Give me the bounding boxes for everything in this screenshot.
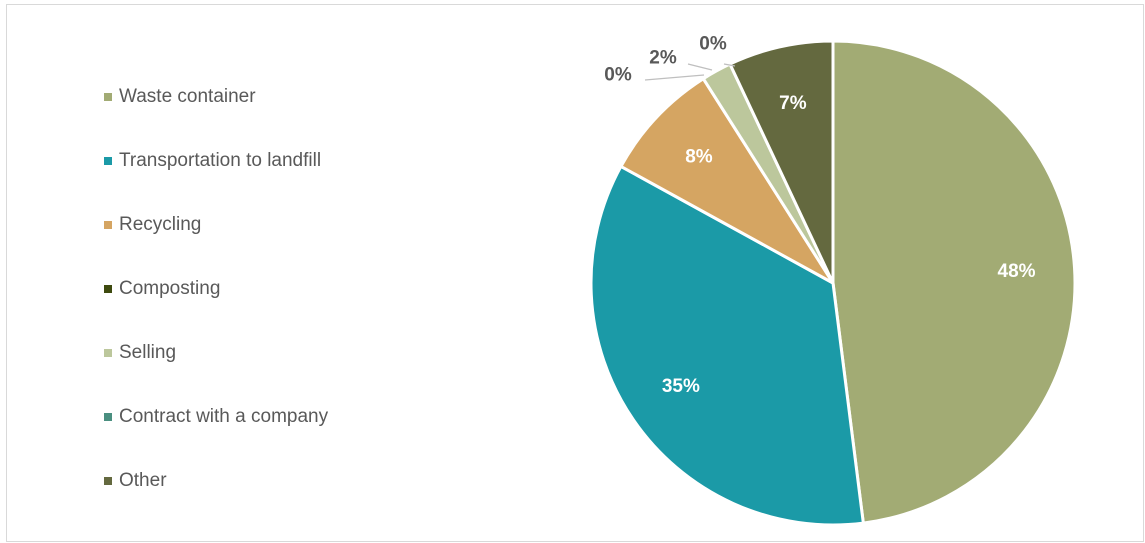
legend-item-waste-container: Waste container xyxy=(104,84,256,110)
data-label-contract-with-a-company: 0% xyxy=(699,34,727,55)
data-label-selling: 2% xyxy=(649,48,677,69)
legend-label: Selling xyxy=(119,342,177,363)
legend-label: Transportation to landfill xyxy=(119,150,322,171)
legend-swatch xyxy=(104,221,112,229)
legend-label: Contract with a company xyxy=(119,406,329,427)
legend-item-transportation-to-landfill: Transportation to landfill xyxy=(104,148,321,174)
data-label-recycling: 8% xyxy=(685,147,713,168)
legend-swatch xyxy=(104,349,112,357)
pie-slice-other xyxy=(727,39,835,284)
legend-swatch xyxy=(104,93,112,101)
data-label-other: 7% xyxy=(779,93,807,114)
data-label-waste-container: 48% xyxy=(998,261,1036,282)
leader-line-selling xyxy=(687,63,713,71)
pie-slice-transportation-to-landfill xyxy=(589,164,866,527)
legend-swatch xyxy=(104,157,112,165)
legend-label: Waste container xyxy=(119,86,256,107)
legend-item-other: Other xyxy=(104,468,167,494)
pie-slice-recycling xyxy=(618,76,835,285)
data-label-composting: 0% xyxy=(604,65,632,86)
legend-label: Recycling xyxy=(119,214,202,235)
legend-item-selling: Selling xyxy=(104,340,176,366)
legend-swatch xyxy=(104,285,112,293)
legend-item-composting: Composting xyxy=(104,276,220,302)
legend-label: Other xyxy=(119,470,167,491)
data-labels: 48% 35% 8% 0% 2% 0% 7% xyxy=(604,34,1035,397)
data-label-transportation-to-landfill: 35% xyxy=(662,376,700,397)
pie-slice-waste-container xyxy=(831,39,1077,525)
leader-lines xyxy=(644,63,736,81)
leader-line-composting xyxy=(644,74,705,81)
legend-label: Composting xyxy=(119,278,221,299)
legend-swatch xyxy=(104,413,112,421)
leader-line-contract-with-a-company xyxy=(723,63,736,67)
legend-item-recycling: Recycling xyxy=(104,212,201,238)
pie-slices xyxy=(589,39,1077,527)
legend-swatch xyxy=(104,477,112,485)
legend-item-contract-with-a-company: Contract with a company xyxy=(104,404,328,430)
